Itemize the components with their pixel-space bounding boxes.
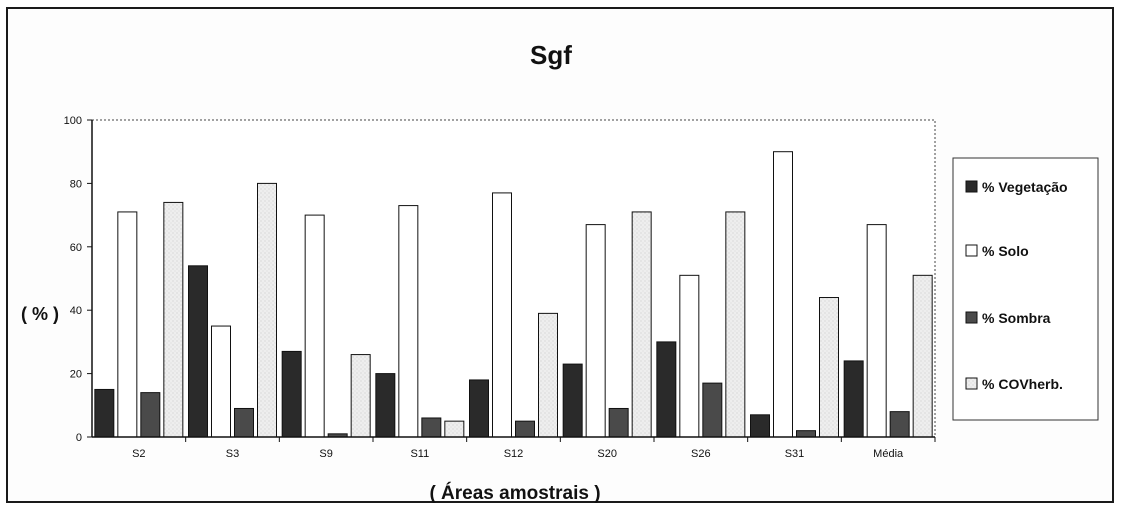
y-axis-ticks: 0 20 40 60 80 100 [64,115,92,444]
bar-s3-series-2 [211,325,231,438]
x-tick-label: S9 [319,448,332,460]
bar-s12-series-1 [469,379,489,438]
bar-s9-series-1 [281,350,302,438]
legend-label: % Vegetação [982,179,1068,195]
y-tick-label: 80 [70,178,82,190]
bar-s26-series-4 [725,211,746,438]
y-tick-label: 0 [76,432,82,444]
bar-s11-series-1 [375,373,396,438]
bar-s20-series-4 [631,211,652,438]
bar-s31-series-1 [750,414,770,438]
bar-s26-series-2 [679,274,700,438]
x-tick-label: S11 [410,448,429,460]
bar-s12-series-3 [515,420,535,438]
y-tick-label: 40 [70,305,82,317]
legend-swatch [965,377,978,390]
x-tick-label: S20 [597,448,617,460]
bar-s26-series-1 [656,341,677,438]
bar-s9-series-2 [304,214,325,438]
bar-s2-series-3 [140,392,161,438]
x-tick-label: S26 [691,448,711,460]
bar-s20-series-1 [562,363,583,438]
bar-s31-series-4 [819,297,839,438]
y-tick-label: 100 [64,115,82,127]
legend-label: % Sombra [982,310,1051,326]
chart-title: Sgf [530,40,572,70]
bar-s12-series-4 [538,312,558,438]
bar-s31-series-3 [796,430,816,438]
bar-média-series-1 [843,360,864,438]
bar-s11-series-2 [398,205,419,438]
x-tick-label: S12 [504,448,524,460]
x-tick-label: S31 [785,448,805,460]
bar-s2-series-1 [94,388,115,438]
bar-s9-series-4 [350,354,371,438]
y-axis-label: ( % ) [21,304,59,324]
bar-s2-series-2 [117,211,138,438]
bar-s12-series-2 [492,192,512,438]
plot-area [91,119,936,438]
bars [94,151,933,438]
y-tick-label: 20 [70,369,82,381]
legend-label: % COVherb. [982,376,1063,392]
bar-s20-series-3 [608,407,629,438]
legend-label: % Solo [982,243,1029,259]
bar-s2-series-4 [163,201,184,438]
legend-swatch [965,180,978,193]
bar-média-series-2 [866,224,887,438]
x-tick-label: S2 [132,448,145,460]
bar-s3-series-1 [188,265,208,438]
x-axis-ticks: S2 S3 S9 S11 S12 S20 S26 S31 Média [132,437,936,460]
bar-s11-series-4 [444,420,465,438]
legend-box [952,157,1099,421]
x-axis-label: ( Áreas amostrais ) [429,482,600,504]
x-tick-label: S3 [226,448,239,460]
legend: % Vegetação % Solo % Sombra % COVherb. [965,179,1068,392]
bar-s31-series-2 [773,151,793,438]
legend-swatch [965,244,978,257]
x-tick-label: Média [873,448,904,460]
y-tick-label: 60 [70,242,82,254]
bar-média-series-3 [889,411,910,438]
bar-s26-series-3 [702,382,723,438]
legend-swatch [965,311,978,324]
bar-média-series-4 [912,274,933,438]
bar-s20-series-2 [585,224,606,438]
bar-s3-series-4 [257,182,277,438]
bar-s3-series-3 [234,407,254,438]
bar-s11-series-3 [421,417,442,438]
